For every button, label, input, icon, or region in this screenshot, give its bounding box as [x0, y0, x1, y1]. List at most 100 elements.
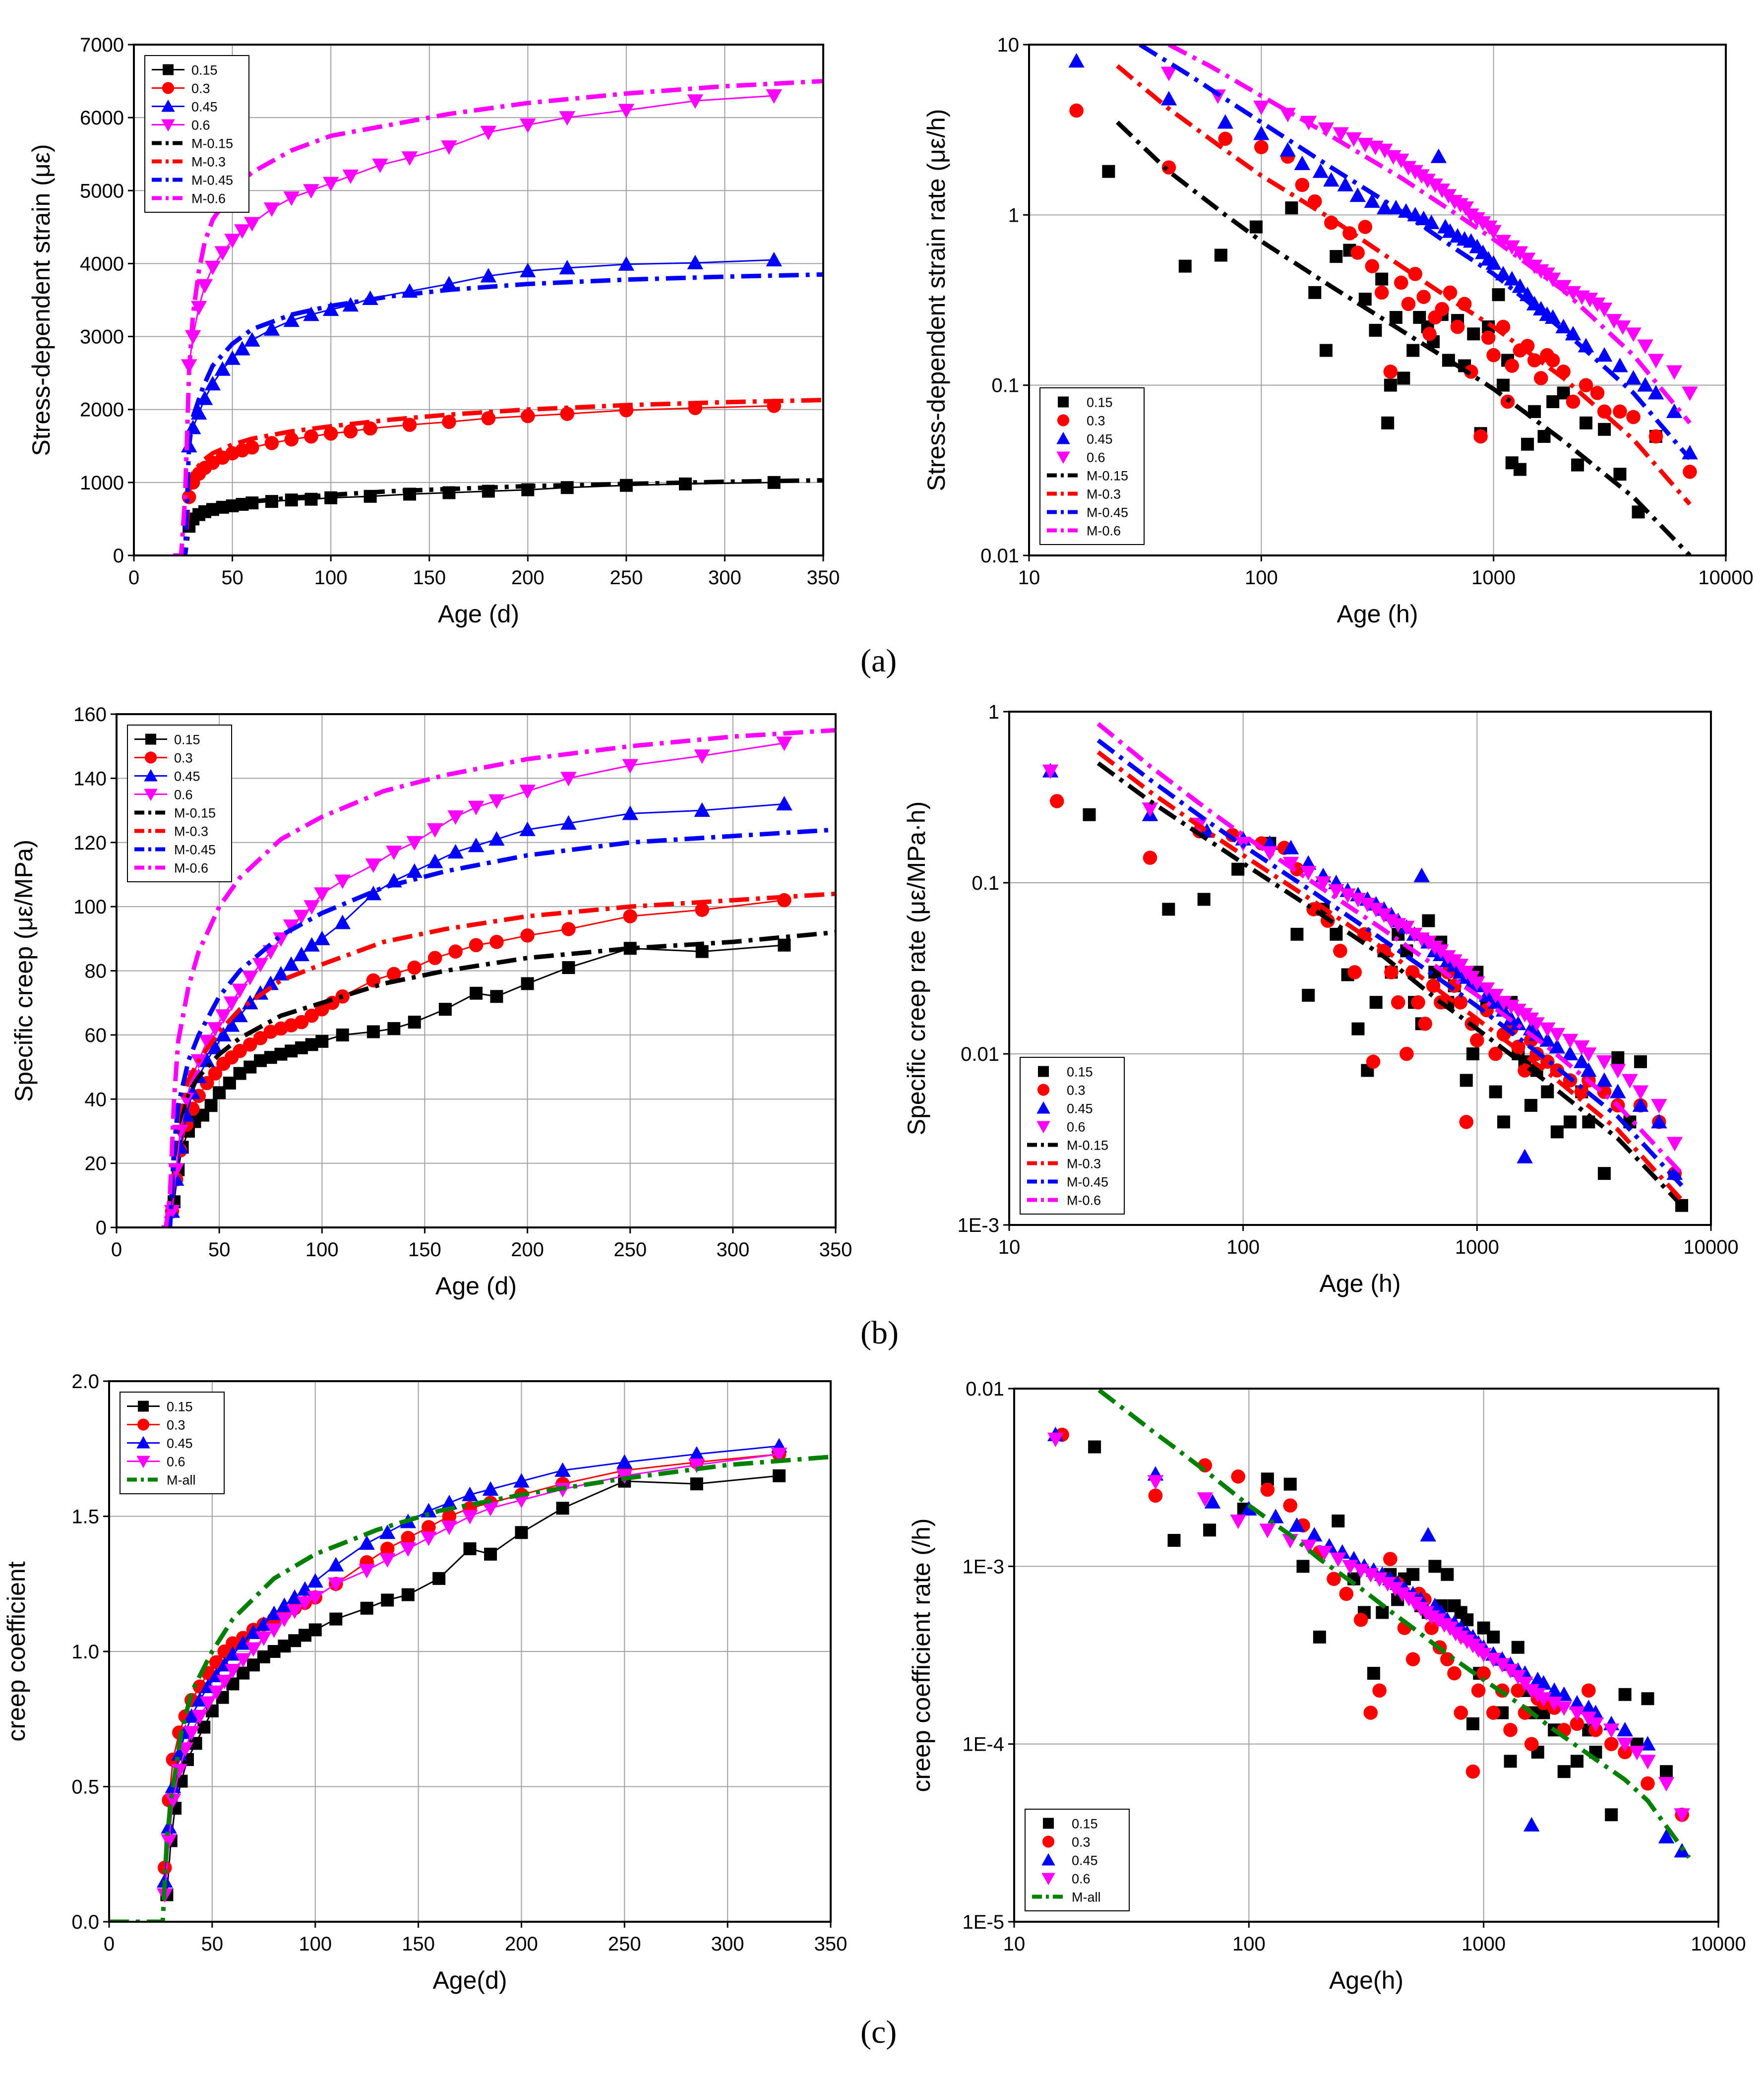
- series-M-0.45: [1139, 45, 1692, 460]
- legend-item: 0.6: [152, 118, 210, 133]
- series-M-0.45: [1096, 738, 1684, 1187]
- data-point: [1316, 1545, 1333, 1561]
- data-point: [283, 312, 300, 327]
- data-point: [1262, 835, 1278, 850]
- data-point: [201, 1666, 215, 1680]
- model-curve: [1116, 64, 1692, 506]
- data-point: [773, 1469, 786, 1482]
- data-point: [198, 505, 211, 518]
- legend-marker: [1037, 1084, 1050, 1096]
- data-point: [1452, 959, 1469, 974]
- data-point: [1428, 310, 1443, 325]
- data-point: [322, 177, 339, 191]
- data-point: [1651, 1114, 1667, 1129]
- data-point: [1496, 1027, 1511, 1041]
- x-tick-labels: 0 50 100 150 200 250 300 350: [128, 555, 840, 589]
- data-point: [1570, 1716, 1584, 1731]
- data-point: [283, 956, 300, 971]
- data-point: [224, 1050, 239, 1065]
- data-point: [172, 1163, 185, 1176]
- data-point: [1666, 403, 1683, 418]
- data-point: [1332, 1514, 1345, 1527]
- y-tick-label: 1E-3: [963, 1556, 1005, 1578]
- data-point: [1426, 978, 1441, 993]
- data-point: [359, 1564, 375, 1579]
- data-point: [199, 1035, 215, 1050]
- data-point: [256, 1617, 271, 1632]
- data-point: [1427, 335, 1440, 349]
- data-point: [690, 1477, 703, 1491]
- data-point: [267, 1612, 281, 1626]
- data-point: [1437, 219, 1454, 234]
- legend-item: M-0.45: [134, 843, 216, 857]
- data-point: [1569, 1706, 1585, 1721]
- data-point: [323, 426, 338, 441]
- data-point: [265, 495, 278, 508]
- data-point: [1504, 1022, 1519, 1036]
- data-point: [235, 1635, 251, 1650]
- data-point: [157, 1860, 172, 1875]
- data-point: [468, 837, 485, 853]
- data-point: [1357, 927, 1372, 942]
- legend-item: M-0.6: [134, 861, 208, 876]
- x-tick-label: 200: [511, 1239, 544, 1261]
- data-point: [364, 489, 377, 503]
- data-point: [1422, 327, 1437, 341]
- x-tick-label: 10: [998, 1236, 1021, 1258]
- legend-item: 0.6: [127, 1455, 185, 1469]
- data-point: [1596, 1055, 1613, 1070]
- data-point: [1459, 1114, 1474, 1129]
- series-line: [188, 259, 774, 446]
- data-point: [1288, 1517, 1305, 1532]
- data-point: [1614, 320, 1631, 335]
- data-point: [324, 491, 338, 504]
- data-point: [165, 1778, 182, 1793]
- data-point: [1641, 1776, 1655, 1791]
- data-point: [1371, 1572, 1388, 1587]
- legend-marker: [1041, 1873, 1055, 1886]
- data-point: [314, 1002, 329, 1017]
- y-tick-label: 0.5: [71, 1776, 99, 1798]
- data-point: [1369, 996, 1383, 1009]
- legend-box: [127, 725, 232, 882]
- data-point: [422, 1520, 436, 1534]
- data-point: [1487, 1630, 1500, 1644]
- data-point: [1253, 125, 1270, 140]
- data-point: [480, 268, 497, 283]
- data-point: [223, 996, 240, 1011]
- data-point: [1178, 259, 1192, 273]
- x-tick-labels: 0 50 100 150 200 250 300 350: [104, 1922, 847, 1955]
- data-point: [276, 1612, 293, 1627]
- data-point: [562, 961, 575, 975]
- data-point: [560, 772, 577, 787]
- y-tick-label: 0.01: [966, 1378, 1004, 1400]
- data-point: [1517, 1676, 1533, 1692]
- data-point: [1598, 423, 1611, 436]
- data-point: [1302, 988, 1315, 1002]
- data-point: [1581, 1700, 1597, 1714]
- y-tick-labels: 0.0 0.5 1.0 1.5 2.0: [71, 1371, 109, 1933]
- data-point: [1547, 1701, 1562, 1715]
- y-tick-label: 100: [73, 896, 107, 918]
- data-point: [243, 1037, 257, 1052]
- data-point: [1640, 1736, 1656, 1751]
- data-point: [484, 1547, 497, 1561]
- data-point: [1390, 913, 1406, 927]
- legend-item: 0.45: [1056, 432, 1113, 447]
- legend-label: 0.3: [174, 751, 193, 766]
- data-point: [216, 500, 229, 514]
- y-tick-label: 0.1: [972, 872, 999, 894]
- data-point: [171, 1764, 187, 1779]
- legend: 0.15 0.3 0.45 0.6 M-all: [120, 1392, 225, 1494]
- model-curve: [1097, 1389, 1691, 1859]
- legend-label: M-0.45: [174, 843, 216, 857]
- data-point: [1399, 919, 1415, 934]
- data-point: [1652, 1114, 1666, 1129]
- series-0.6: [1047, 1432, 1690, 1823]
- data-point: [1404, 1586, 1421, 1600]
- data-point: [619, 479, 633, 492]
- series-0.6: [1160, 66, 1698, 401]
- plot-area: [1047, 1389, 1691, 1859]
- data-point: [334, 874, 351, 889]
